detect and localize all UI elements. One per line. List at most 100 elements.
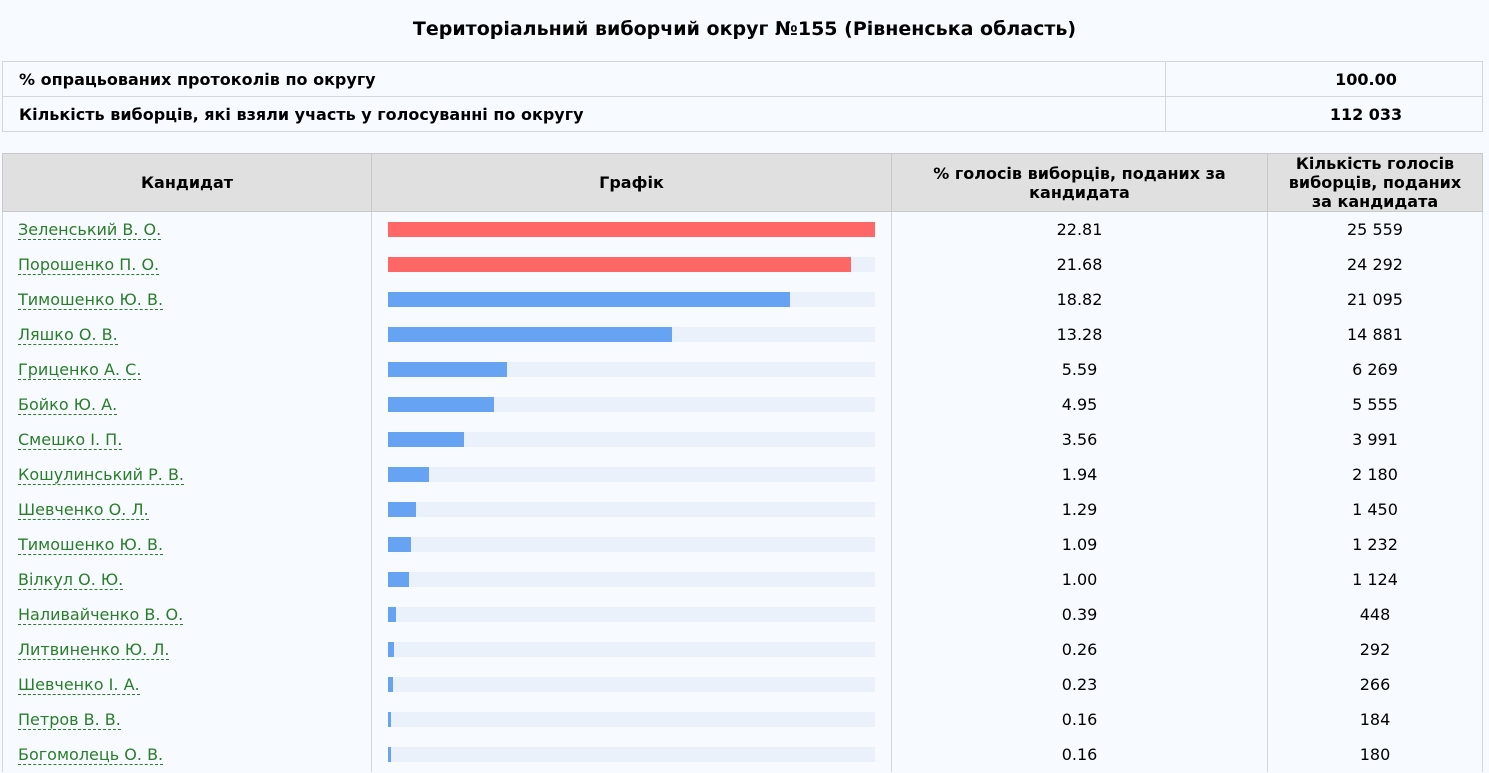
candidate-cell: Литвиненко Ю. Л. [2,632,372,667]
header-chart: Графік [371,153,892,212]
candidate-link[interactable]: Гриценко А. С. [18,360,142,380]
bar-track [388,222,875,237]
candidate-link[interactable]: Тимошенко Ю. В. [18,535,164,555]
candidate-link[interactable]: Кошулинський Р. В. [18,465,184,485]
votes-cell: 24 292 [1267,247,1483,282]
candidate-cell: Порошенко П. О. [2,247,372,282]
table-row: Тимошенко Ю. В. 1.09 1 232 [2,527,1483,562]
candidate-link[interactable]: Порошенко П. О. [18,255,160,275]
table-row: Тимошенко Ю. В. 18.82 21 095 [2,282,1483,317]
header-candidate: Кандидат [2,153,372,212]
votes-cell: 266 [1267,667,1483,702]
header-percent: % голосів виборців, поданих за кандидата [891,153,1268,212]
candidate-link[interactable]: Смешко І. П. [18,430,123,450]
percent-cell: 5.59 [891,352,1268,387]
table-row: Кошулинський Р. В. 1.94 2 180 [2,457,1483,492]
summary-row-turnout: Кількість виборців, які взяли участь у г… [2,96,1483,132]
percent-cell: 0.39 [891,597,1268,632]
vote-bar [388,362,508,377]
bar-track [388,572,875,587]
chart-cell [371,562,892,597]
table-row: Наливайченко В. О. 0.39 448 [2,597,1483,632]
votes-cell: 2 180 [1267,457,1483,492]
candidate-link[interactable]: Шевченко О. Л. [18,500,149,520]
votes-cell: 3 991 [1267,422,1483,457]
candidate-cell: Зеленський В. О. [2,211,372,247]
table-row: Богомолець О. В. 0.16 180 [2,737,1483,772]
percent-cell: 1.94 [891,457,1268,492]
candidate-cell: Ляшко О. В. [2,317,372,352]
candidate-cell: Бойко Ю. А. [2,387,372,422]
bar-track [388,642,875,657]
percent-cell: 1.29 [891,492,1268,527]
bar-track [388,432,875,447]
vote-bar [388,397,494,412]
votes-cell: 1 232 [1267,527,1483,562]
vote-bar [388,467,430,482]
bar-track [388,292,875,307]
candidate-cell: Вілкул О. Ю. [2,562,372,597]
candidate-link[interactable]: Литвиненко Ю. Л. [18,640,170,660]
candidate-link[interactable]: Вілкул О. Ю. [18,570,124,590]
table-row: Шевченко І. А. 0.23 266 [2,667,1483,702]
candidate-cell: Тимошенко Ю. В. [2,527,372,562]
vote-bar [388,537,412,552]
percent-cell: 13.28 [891,317,1268,352]
percent-cell: 0.16 [891,702,1268,737]
summary-label: % опрацьованих протоколів по округу [2,61,1166,97]
vote-bar [388,642,394,657]
bar-track [388,397,875,412]
vote-bar [388,747,392,762]
candidate-link[interactable]: Ляшко О. В. [18,325,118,345]
chart-cell [371,211,892,247]
percent-cell: 3.56 [891,422,1268,457]
candidate-link[interactable]: Петров В. В. [18,710,121,730]
candidate-cell: Петров В. В. [2,702,372,737]
chart-cell [371,317,892,352]
table-row: Зеленський В. О. 22.81 25 559 [2,211,1483,247]
summary-value: 100.00 [1165,61,1483,97]
vote-bar [388,292,790,307]
candidate-cell: Смешко І. П. [2,422,372,457]
results-table: Кандидат Графік % голосів виборців, пода… [2,153,1483,772]
table-row: Гриценко А. С. 5.59 6 269 [2,352,1483,387]
candidate-cell: Кошулинський Р. В. [2,457,372,492]
table-row: Вілкул О. Ю. 1.00 1 124 [2,562,1483,597]
chart-cell [371,422,892,457]
summary-label: Кількість виборців, які взяли участь у г… [2,96,1166,132]
bar-track [388,712,875,727]
table-row: Ляшко О. В. 13.28 14 881 [2,317,1483,352]
summary-value: 112 033 [1165,96,1483,132]
summary-table: % опрацьованих протоколів по округу 100.… [2,61,1483,132]
percent-cell: 0.16 [891,737,1268,772]
vote-bar [388,432,464,447]
chart-cell [371,737,892,772]
chart-cell [371,247,892,282]
candidate-link[interactable]: Богомолець О. В. [18,745,164,765]
bar-track [388,502,875,517]
vote-bar [388,502,416,517]
candidate-link[interactable]: Тимошенко Ю. В. [18,290,164,310]
results-body: Зеленський В. О. 22.81 25 559 Порошенко П. … [2,211,1483,772]
candidate-cell: Шевченко І. А. [2,667,372,702]
candidate-link[interactable]: Бойко Ю. А. [18,395,118,415]
candidate-link[interactable]: Наливайченко В. О. [18,605,184,625]
results-header-row: Кандидат Графік % голосів виборців, пода… [2,153,1483,212]
votes-cell: 448 [1267,597,1483,632]
vote-bar [388,257,851,272]
table-row: Шевченко О. Л. 1.29 1 450 [2,492,1483,527]
chart-cell [371,632,892,667]
vote-bar [388,222,875,237]
percent-cell: 1.09 [891,527,1268,562]
candidate-link[interactable]: Шевченко І. А. [18,675,140,695]
votes-cell: 6 269 [1267,352,1483,387]
candidate-link[interactable]: Зеленський В. О. [18,220,162,240]
vote-bar [388,677,393,692]
vote-bar [388,607,397,622]
table-row: Порошенко П. О. 21.68 24 292 [2,247,1483,282]
votes-cell: 5 555 [1267,387,1483,422]
vote-bar [388,572,410,587]
table-row: Смешко І. П. 3.56 3 991 [2,422,1483,457]
percent-cell: 22.81 [891,211,1268,247]
votes-cell: 25 559 [1267,211,1483,247]
